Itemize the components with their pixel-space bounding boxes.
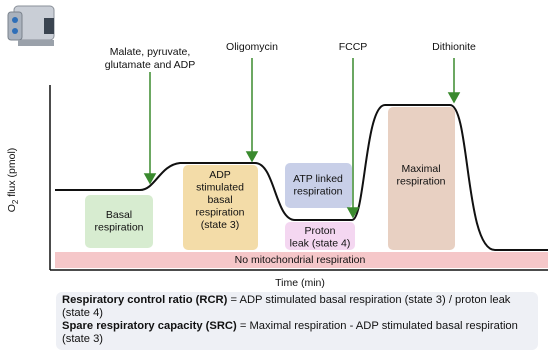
annotation: Oligomycin	[226, 41, 278, 53]
box-label: ATP linked respiration	[293, 173, 343, 198]
text-line: respiration	[195, 207, 244, 219]
box-label: Proton leak (state 4)	[290, 225, 351, 250]
text-line: ATP linked	[293, 173, 343, 185]
text-line: FCCP	[339, 41, 368, 53]
footer-line: Respiratory control ratio (RCR) = ADP st…	[62, 294, 532, 320]
y-axis-label: O2 flux (pmol)	[6, 148, 20, 213]
text-line: Malate, pyruvate,	[110, 46, 191, 58]
text-line: No mitochondrial respiration	[235, 254, 366, 266]
annotation: FCCP	[339, 41, 368, 53]
text-line: Maximal	[401, 163, 440, 175]
footer: Respiratory control ratio (RCR) = ADP st…	[56, 292, 538, 350]
box	[285, 163, 352, 208]
text-line: (state 3)	[201, 219, 240, 231]
annotation: Malate, pyruvate, glutamate and ADP	[105, 46, 195, 71]
x-axis-label: Time (min)	[275, 277, 325, 289]
box-label: ADP stimulated basal respiration (state 3)	[195, 169, 244, 231]
text-line: respiration	[94, 222, 143, 234]
text-line: Proton	[305, 225, 336, 237]
text-line: ADP	[209, 169, 231, 181]
box	[85, 195, 153, 248]
text-line: Basal	[106, 209, 132, 221]
text-line: Dithionite	[432, 41, 476, 53]
text-line: leak (state 4)	[290, 238, 351, 250]
annotation: Dithionite	[432, 41, 476, 53]
footer-line: Spare respiratory capacity (SRC) = Maxim…	[62, 320, 532, 346]
text-line: basal	[207, 194, 232, 206]
device-icon	[7, 5, 55, 46]
definition: = ADP stimulated basal respiration (stat…	[62, 294, 511, 319]
box	[285, 222, 355, 250]
box	[183, 165, 258, 250]
definition: = Maximal respiration - ADP stimulated b…	[62, 320, 518, 345]
baseline-band	[55, 252, 548, 268]
text-line: respiration	[396, 176, 445, 188]
box	[388, 107, 455, 250]
box-label: Basal respiration	[94, 209, 143, 234]
text-line: Oligomycin	[226, 41, 278, 53]
arrows	[143, 58, 461, 219]
trace	[55, 104, 548, 251]
term: Respiratory control ratio (RCR)	[62, 294, 228, 306]
text-line: stimulated	[196, 182, 244, 194]
box-label: Maximal respiration	[396, 163, 445, 188]
diagram: O2 flux (pmol) Time (min) Malate, pyruva…	[6, 5, 548, 289]
term: Spare respiratory capacity (SRC)	[62, 320, 237, 332]
text-line: respiration	[293, 186, 342, 198]
box-label: No mitochondrial respiration	[235, 254, 366, 266]
text-line: glutamate and ADP	[105, 59, 195, 71]
